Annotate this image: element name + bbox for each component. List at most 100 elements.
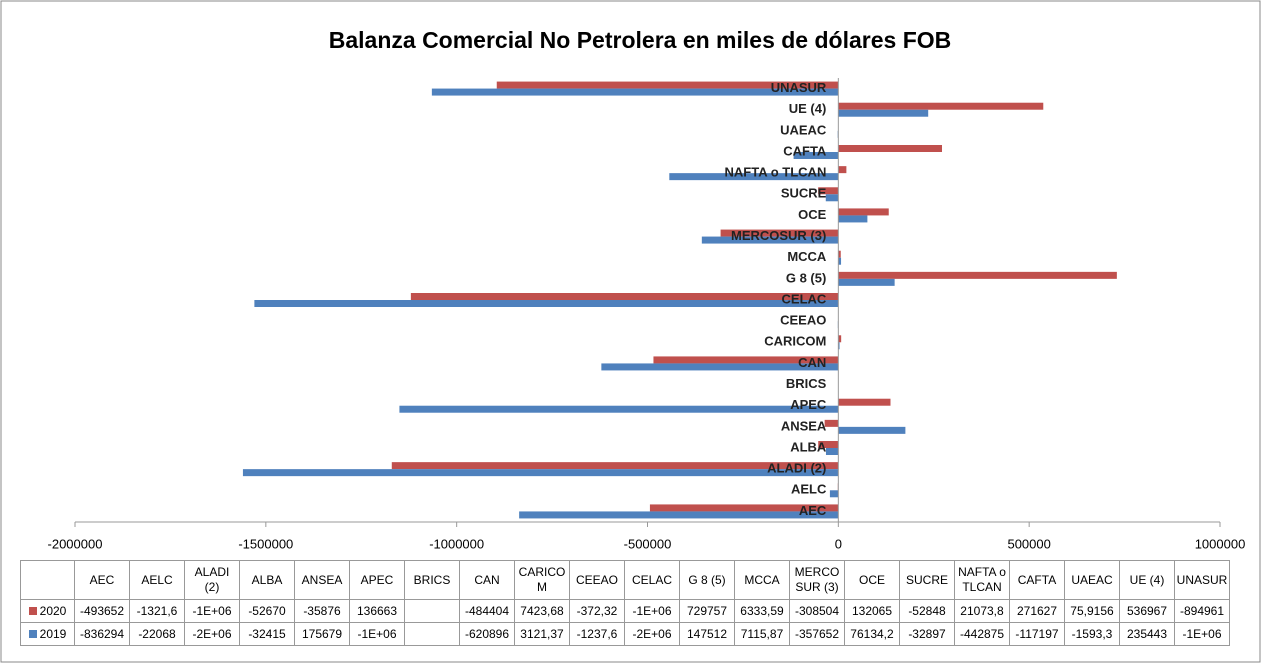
bar bbox=[701, 236, 839, 244]
x-tick-label: -1500000 bbox=[238, 536, 293, 551]
table-value-text: -493652 bbox=[79, 604, 125, 618]
x-tick-label: -500000 bbox=[624, 536, 672, 551]
table-value-text: 235443 bbox=[1126, 627, 1168, 641]
table-value: -1237,6 bbox=[569, 622, 625, 646]
y-tick-label: CAFTA bbox=[783, 143, 827, 158]
table-value: 76134,2 bbox=[844, 622, 900, 646]
bar bbox=[838, 271, 1117, 279]
bar bbox=[838, 250, 841, 258]
table-value: -2E+06 bbox=[624, 622, 680, 646]
y-tick-label: AELC bbox=[791, 482, 827, 497]
table-category: UAEAC bbox=[1064, 560, 1120, 600]
table-category-text: AELC bbox=[141, 572, 173, 587]
bar bbox=[838, 342, 840, 350]
table-value-text: -1593,3 bbox=[1071, 627, 1113, 641]
table-category: AEC bbox=[74, 560, 130, 600]
bar bbox=[838, 278, 895, 286]
y-tick-label: CAN bbox=[798, 355, 826, 370]
y-tick-label: UNASUR bbox=[771, 80, 827, 95]
table-value-text: -484404 bbox=[464, 604, 510, 618]
table-category: UE (4) bbox=[1119, 560, 1175, 600]
y-tick-label: OCE bbox=[798, 207, 827, 222]
table-value: -357652 bbox=[789, 622, 845, 646]
table-category-text: CAN bbox=[474, 572, 500, 587]
table-category: ALADI (2) bbox=[184, 560, 240, 600]
table-value-text: -1E+06 bbox=[357, 627, 397, 641]
table-value: 7115,87 bbox=[734, 622, 790, 646]
bar bbox=[838, 398, 891, 406]
table-header: AEC AELC ALADI (2) ALBA ANSEA APEC BRICS CAN CAR… bbox=[20, 560, 1230, 600]
table-value: -2E+06 bbox=[184, 622, 240, 646]
table-value-text: -1E+06 bbox=[192, 604, 232, 618]
bar bbox=[649, 504, 839, 512]
table-value-text: 271627 bbox=[1016, 604, 1058, 618]
table-value: -35876 bbox=[294, 599, 350, 623]
table-value-text: 136663 bbox=[356, 604, 398, 618]
table-value-text: -620896 bbox=[464, 627, 510, 641]
y-tick-label: MCCA bbox=[787, 249, 827, 264]
table-value: 7423,68 bbox=[514, 599, 570, 623]
table-category: G 8 (5) bbox=[679, 560, 735, 600]
table-value-text: 3121,37 bbox=[520, 627, 564, 641]
y-tick-label: APEC bbox=[790, 397, 827, 412]
table-category-text: UNASUR bbox=[1176, 572, 1228, 587]
table-category: AELC bbox=[129, 560, 185, 600]
table-value: 3121,37 bbox=[514, 622, 570, 646]
table-value: 136663 bbox=[349, 599, 405, 623]
table-value: -1321,6 bbox=[129, 599, 185, 623]
table-value: -32897 bbox=[899, 622, 955, 646]
y-tick-label: BRICS bbox=[786, 376, 827, 391]
bar bbox=[825, 448, 839, 455]
table-value: -442875 bbox=[954, 622, 1010, 646]
table-value-text: 536967 bbox=[1126, 604, 1168, 618]
table-value-text: -117197 bbox=[1015, 627, 1059, 641]
table-corner bbox=[20, 560, 75, 600]
bar bbox=[399, 405, 839, 413]
table-value: 147512 bbox=[679, 622, 735, 646]
table-category: CAN bbox=[459, 560, 515, 600]
table-value: -1E+06 bbox=[1174, 622, 1230, 646]
table-category: ALBA bbox=[239, 560, 295, 600]
y-tick-label: G 8 (5) bbox=[786, 270, 826, 285]
table-value-text: -22068 bbox=[138, 627, 176, 641]
bar bbox=[838, 208, 889, 216]
x-tick-label: -2000000 bbox=[48, 536, 103, 551]
table-value-text: -357652 bbox=[794, 627, 840, 641]
y-tick-label: SUCRE bbox=[781, 186, 827, 201]
legend-entry: 2020 bbox=[20, 599, 75, 623]
table-row: 2019 -836294 -22068 -2E+06 -32415 175679 -1E+0… bbox=[20, 622, 1230, 646]
table-value-text: -372,32 bbox=[576, 604, 618, 618]
table-category-text: MCCA bbox=[744, 572, 780, 587]
y-tick-label: NAFTA o TLCAN bbox=[725, 165, 827, 180]
table-value-text: -308504 bbox=[794, 604, 840, 618]
table-value-text: -894961 bbox=[1179, 604, 1225, 618]
table-value: 132065 bbox=[844, 599, 900, 623]
table-category: APEC bbox=[349, 560, 405, 600]
table-value-text: -52670 bbox=[248, 604, 286, 618]
table-value-text: -1321,6 bbox=[136, 604, 178, 618]
table-value: -894961 bbox=[1174, 599, 1230, 623]
table-value-text: 6333,59 bbox=[740, 604, 784, 618]
bar bbox=[838, 426, 906, 434]
table-value: -484404 bbox=[459, 599, 515, 623]
bar bbox=[818, 441, 839, 448]
bar bbox=[838, 145, 943, 152]
bar bbox=[496, 81, 839, 89]
y-tick-label: UE (4) bbox=[789, 101, 827, 116]
table-value-text: -52848 bbox=[908, 604, 946, 618]
table-value: -372,32 bbox=[569, 599, 625, 623]
y-tick-label: CELAC bbox=[782, 291, 827, 306]
legend-label: 2019 bbox=[39, 627, 67, 641]
table-value-text: -442875 bbox=[959, 627, 1005, 641]
y-tick-label: ANSEA bbox=[781, 418, 827, 433]
table-value: 21073,8 bbox=[954, 599, 1010, 623]
table-value-text: 132065 bbox=[851, 604, 893, 618]
table-category-text: CAFTA bbox=[1017, 572, 1057, 587]
table-category-text: ALBA bbox=[251, 572, 283, 587]
bar bbox=[653, 356, 839, 364]
y-tick-label: CEEAO bbox=[780, 313, 826, 328]
y-tick-label: MERCOSUR (3) bbox=[731, 228, 826, 243]
legend-label: 2020 bbox=[39, 604, 67, 618]
table-value: -493652 bbox=[74, 599, 130, 623]
